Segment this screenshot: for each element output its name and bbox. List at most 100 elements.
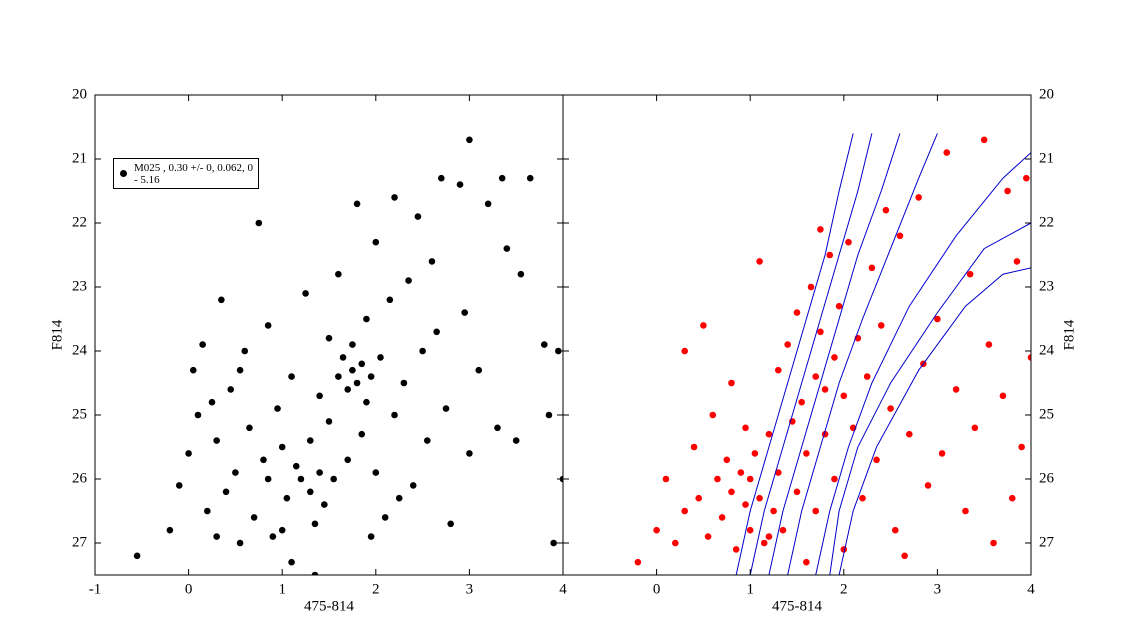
point — [344, 456, 352, 464]
point — [915, 194, 922, 201]
point — [264, 322, 272, 329]
point — [316, 469, 323, 476]
point — [896, 232, 904, 240]
point — [353, 200, 361, 208]
point — [311, 571, 319, 575]
point — [414, 213, 422, 220]
point — [400, 379, 408, 387]
point — [746, 475, 754, 483]
point — [512, 437, 520, 444]
point — [817, 226, 824, 233]
point — [391, 194, 398, 201]
point — [466, 450, 473, 457]
point — [381, 514, 389, 521]
x-axis-label: 475-814 — [304, 598, 354, 614]
point — [363, 315, 370, 323]
point — [756, 494, 763, 502]
y-tick-label: 21 — [1039, 150, 1054, 166]
point — [372, 469, 380, 476]
point — [887, 405, 894, 412]
legend-marker — [120, 170, 127, 177]
point — [803, 450, 810, 457]
point — [236, 539, 244, 547]
point — [484, 200, 492, 208]
point — [349, 366, 356, 374]
axes-frame — [562, 94, 1032, 576]
point — [746, 526, 754, 534]
point — [433, 328, 440, 336]
point — [466, 136, 473, 144]
point — [311, 520, 319, 528]
point — [358, 360, 366, 368]
point — [517, 270, 525, 278]
point — [765, 430, 773, 438]
point — [540, 341, 548, 348]
point — [760, 539, 768, 547]
plot-area — [634, 133, 1031, 575]
x-tick-label: 3 — [466, 581, 474, 597]
point — [498, 174, 506, 182]
point — [793, 488, 801, 496]
point — [494, 424, 501, 432]
point — [821, 386, 829, 393]
point — [405, 277, 412, 284]
x-tick-label: 1 — [278, 581, 286, 597]
point — [339, 354, 347, 361]
point — [938, 450, 946, 457]
point — [175, 482, 183, 489]
point — [952, 386, 960, 393]
legend-label: M025 , 0.30 +/- 0, 0.062, 0 - 5.16 — [134, 162, 253, 186]
point — [550, 539, 557, 547]
point — [255, 219, 263, 227]
point — [770, 507, 777, 515]
point — [325, 418, 333, 425]
y-tick-label: 22 — [72, 214, 87, 230]
point — [213, 533, 220, 540]
point — [475, 366, 483, 374]
point — [774, 366, 782, 374]
point — [288, 558, 295, 566]
point — [700, 322, 707, 329]
point — [901, 552, 908, 560]
point — [756, 258, 763, 265]
point — [306, 488, 314, 496]
point — [269, 533, 277, 540]
point — [681, 507, 688, 515]
point — [765, 533, 773, 540]
point — [438, 174, 445, 182]
point — [227, 386, 235, 393]
point — [784, 341, 791, 348]
point — [461, 309, 469, 316]
point — [194, 411, 202, 419]
point — [302, 290, 309, 297]
x-tick-label: 4 — [1027, 581, 1035, 597]
point — [246, 424, 253, 432]
point — [391, 411, 398, 419]
point — [358, 430, 366, 438]
point — [274, 405, 281, 412]
point — [672, 539, 679, 547]
y-tick-label: 25 — [1039, 406, 1054, 422]
point — [807, 283, 815, 291]
point — [690, 443, 698, 451]
point — [222, 488, 230, 496]
point — [395, 494, 403, 502]
point — [831, 354, 838, 361]
point — [873, 456, 880, 464]
y-tick-label: 21 — [72, 150, 87, 166]
y-tick-label: 20 — [72, 86, 87, 102]
point — [288, 373, 295, 380]
x-tick-label: 1 — [746, 581, 754, 597]
isochrone — [829, 222, 1031, 575]
point — [213, 437, 220, 444]
point — [409, 482, 417, 489]
y-tick-label: 26 — [72, 470, 88, 486]
point — [943, 149, 951, 156]
point — [377, 354, 384, 361]
point — [732, 546, 740, 553]
point — [423, 437, 431, 444]
point — [363, 398, 370, 406]
point — [1008, 494, 1016, 502]
point — [292, 462, 300, 470]
